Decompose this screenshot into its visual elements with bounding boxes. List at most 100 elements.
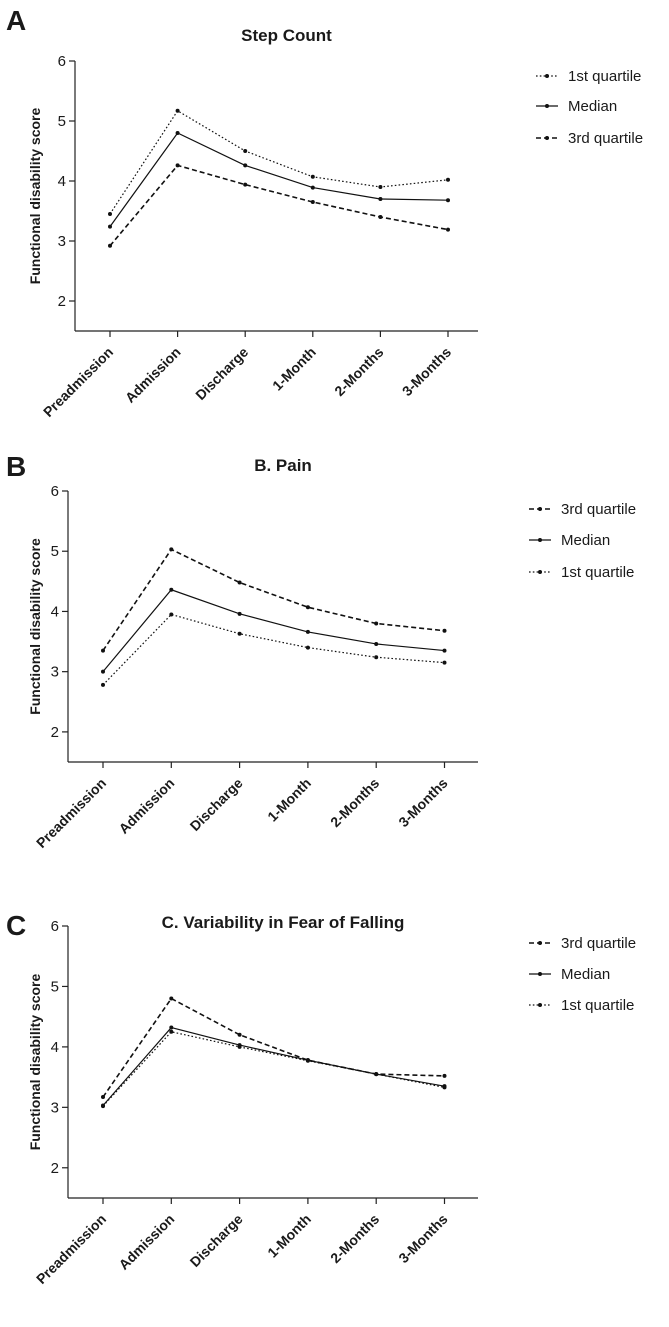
series-line-solid <box>109 132 449 227</box>
y-tick-label: 4 <box>51 1039 59 1056</box>
panel-letter: B <box>6 451 26 482</box>
x-tick-label: Admission <box>115 775 177 837</box>
data-point <box>243 163 248 168</box>
data-point <box>169 587 174 592</box>
x-tick-label: 3-Months <box>395 775 450 830</box>
data-point <box>101 1104 105 1109</box>
data-point <box>175 163 180 168</box>
data-point <box>378 215 383 219</box>
data-point <box>374 1072 379 1077</box>
data-point <box>108 212 112 216</box>
data-point <box>169 1025 174 1030</box>
x-tick-label: Preadmission <box>33 1211 109 1287</box>
legend-label: Median <box>561 966 610 983</box>
data-point <box>374 641 379 646</box>
x-tick-label: 3-Months <box>395 1211 450 1266</box>
data-point <box>169 1029 174 1034</box>
y-tick-label: 5 <box>58 113 66 130</box>
x-tick-label: Discharge <box>192 344 251 403</box>
series-line-solid <box>102 589 445 673</box>
data-point <box>305 645 310 650</box>
data-point <box>101 648 105 653</box>
y-axis-label: Functional disability score <box>27 107 43 284</box>
legend-marker <box>545 104 549 108</box>
legend-label: Median <box>561 532 610 549</box>
y-tick-label: 6 <box>58 53 66 70</box>
data-point <box>237 631 242 636</box>
data-point <box>101 669 105 674</box>
data-point <box>175 131 180 135</box>
data-point <box>310 200 315 204</box>
chart-panel-c: C C. Variability in Fear of Falling 2 3 4 5 6 F… <box>6 910 636 1287</box>
series-line-dashed <box>109 164 449 247</box>
data-point <box>305 605 310 610</box>
data-point <box>237 580 242 585</box>
x-tick-label: 1-Month <box>264 1211 314 1261</box>
legend-label: 1st quartile <box>561 564 634 581</box>
data-point <box>378 197 383 201</box>
y-axis-label: Functional disability score <box>27 973 43 1150</box>
data-point <box>237 611 242 616</box>
legend-marker <box>538 941 542 945</box>
data-point <box>442 648 447 653</box>
data-point <box>101 1095 105 1100</box>
legend-label: Median <box>568 98 617 115</box>
y-tick-label: 3 <box>51 1099 59 1116</box>
data-point <box>237 1032 242 1037</box>
y-tick-label: 2 <box>51 1160 59 1177</box>
chart-title: C. Variability in Fear of Falling <box>162 913 405 932</box>
data-point <box>169 612 174 617</box>
y-tick-label: 3 <box>58 233 66 250</box>
y-tick-label: 3 <box>51 664 59 681</box>
data-point <box>237 1044 242 1049</box>
data-point <box>108 243 112 248</box>
data-point <box>243 149 248 153</box>
x-tick-label: 1-Month <box>264 775 314 825</box>
panel-letter: C <box>6 910 26 941</box>
data-point <box>175 108 180 113</box>
data-point <box>169 996 174 1001</box>
series-line-solid <box>102 1026 445 1106</box>
chart-panel-a: A Step Count 2 3 4 5 6 Functional disability sc… <box>6 5 643 420</box>
series-line-dotted <box>109 109 449 215</box>
data-point <box>378 185 383 189</box>
data-point <box>310 185 315 190</box>
x-tick-label: Preadmission <box>40 344 116 420</box>
panel-letter: A <box>6 5 26 36</box>
x-tick-label: Admission <box>122 344 184 406</box>
legend-marker <box>538 507 542 511</box>
legend-marker <box>545 74 549 78</box>
x-tick-label: Preadmission <box>33 775 109 851</box>
legend-label: 1st quartile <box>561 997 634 1014</box>
data-point <box>442 1085 447 1090</box>
legend-marker <box>538 570 542 574</box>
data-point <box>310 174 315 179</box>
data-point <box>442 1073 447 1078</box>
y-tick-label: 5 <box>51 543 59 560</box>
data-point <box>374 655 379 660</box>
y-tick-label: 4 <box>51 603 59 620</box>
data-point <box>243 182 248 187</box>
series-line-dashed <box>102 997 445 1098</box>
y-tick-label: 6 <box>51 918 59 935</box>
data-point <box>446 198 450 203</box>
x-tick-label: Discharge <box>187 1211 246 1270</box>
data-point <box>374 621 379 626</box>
legend-label: 3rd quartile <box>561 935 636 952</box>
legend-marker <box>538 972 542 976</box>
data-point <box>101 682 105 687</box>
series-line-dotted <box>102 613 445 686</box>
x-tick-label: 1-Month <box>269 344 319 394</box>
data-point <box>108 224 112 229</box>
legend-label: 3rd quartile <box>568 130 643 147</box>
y-tick-label: 4 <box>58 173 66 190</box>
x-tick-label: 2-Months <box>327 775 382 830</box>
data-point <box>442 660 447 665</box>
data-point <box>446 227 450 232</box>
x-tick-label: 2-Months <box>327 1211 382 1266</box>
data-point <box>442 628 447 633</box>
legend-marker <box>538 538 542 542</box>
y-tick-label: 2 <box>58 293 66 310</box>
data-point <box>305 1058 310 1063</box>
